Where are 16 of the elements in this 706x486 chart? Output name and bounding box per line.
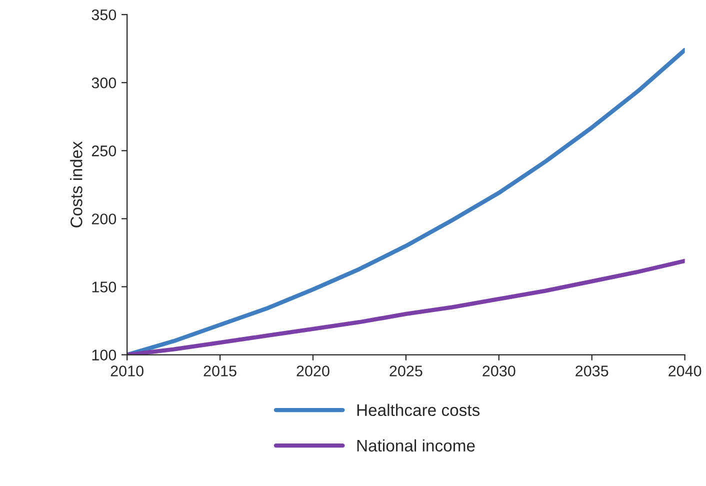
y-tick-label: 100 [92, 350, 116, 360]
x-tick-label: 2010 [110, 366, 144, 376]
y-tick-label: 200 [92, 214, 116, 224]
x-tick-label: 2025 [390, 366, 422, 376]
y-axis-title: Costs index [70, 141, 82, 228]
y-tick-label: 300 [92, 77, 116, 88]
x-tick-label: 2020 [296, 366, 330, 376]
x-tick-label: 2040 [668, 366, 702, 376]
legend-label: National income [357, 439, 475, 452]
y-tick-label: 350 [92, 9, 116, 20]
legend-label: Healthcare costs [357, 404, 480, 416]
y-tick-label: 150 [92, 282, 116, 292]
y-tick-label: 250 [92, 146, 116, 156]
x-tick-label: 2015 [204, 366, 236, 376]
x-tick-label: 2035 [576, 366, 608, 376]
x-tick-label: 2030 [482, 366, 516, 376]
